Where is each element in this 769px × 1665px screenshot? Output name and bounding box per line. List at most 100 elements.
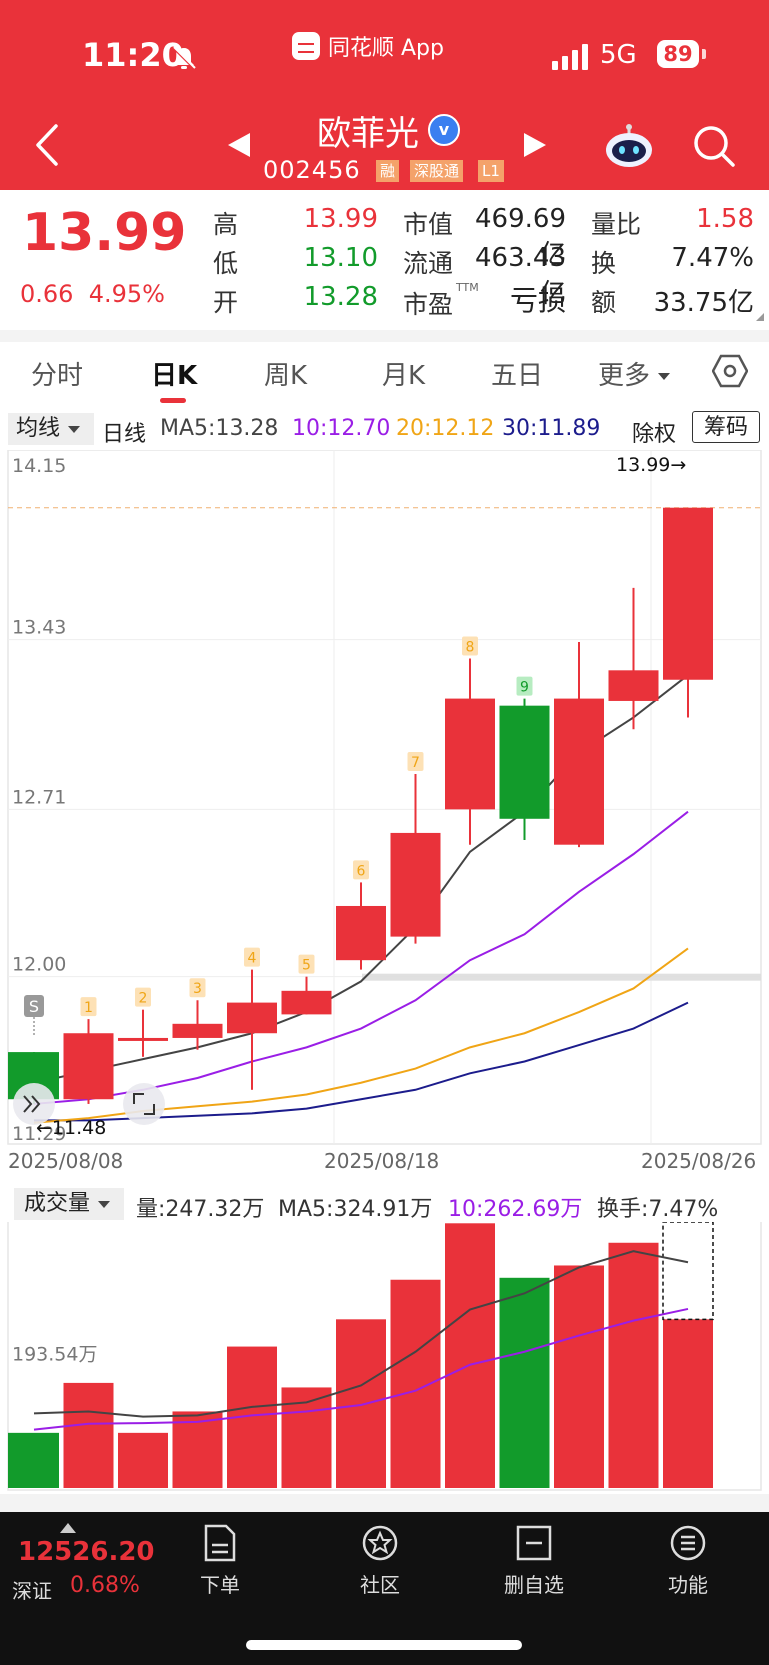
nav-order-button[interactable]: 下单 bbox=[180, 1523, 260, 1598]
volume-indicator-dropdown[interactable]: 成交量 bbox=[14, 1188, 124, 1220]
app-name-text: 同花顺 App bbox=[328, 36, 444, 61]
tab-weekly-k[interactable]: 周K bbox=[264, 361, 308, 391]
volume-bar bbox=[336, 1319, 386, 1488]
nav-remove-watchlist-button[interactable]: 删自选 bbox=[494, 1523, 574, 1598]
float-value: 463.43亿 bbox=[475, 243, 566, 309]
nav-order-label: 下单 bbox=[200, 1573, 240, 1597]
volume-bar bbox=[63, 1382, 114, 1488]
sequence-number: 4 bbox=[248, 951, 257, 967]
sequence-number: 2 bbox=[139, 991, 148, 1007]
tag-level: L1 bbox=[478, 160, 504, 182]
remove-watchlist-icon bbox=[516, 1525, 552, 1561]
sequence-number: 9 bbox=[520, 680, 529, 696]
volume-bar bbox=[8, 1432, 59, 1488]
app-logo-icon bbox=[292, 32, 320, 60]
network-type: 5G bbox=[600, 40, 637, 70]
signal-badge bbox=[24, 995, 44, 1017]
expand-corner-icon[interactable] bbox=[756, 313, 764, 321]
tag-margin: 融 bbox=[376, 160, 400, 182]
stock-name: 欧菲光 bbox=[317, 114, 419, 154]
bottom-toolbar bbox=[0, 1512, 769, 1665]
home-indicator[interactable] bbox=[246, 1640, 522, 1650]
candle-body bbox=[445, 698, 495, 810]
candle-body bbox=[336, 905, 386, 961]
projected-volume-outline bbox=[662, 1222, 714, 1321]
candle-body bbox=[281, 990, 332, 1015]
signal-letter: S bbox=[29, 997, 39, 1016]
stock-header: 11:20 同花顺 App 5G 89 欧菲光 v 002456 融 深股通 L… bbox=[0, 0, 769, 190]
nav-community-button[interactable]: 社区 bbox=[340, 1523, 420, 1598]
candle-body bbox=[63, 1033, 114, 1100]
ma10-value: 10:12.70 bbox=[292, 416, 391, 441]
candle-body bbox=[390, 832, 441, 937]
tab-more[interactable]: 更多 bbox=[598, 355, 671, 392]
section-divider bbox=[0, 1494, 769, 1512]
pe-value: 亏损 bbox=[509, 284, 566, 317]
turnover-value: 7.47% bbox=[671, 243, 754, 273]
sequence-badge bbox=[244, 947, 260, 967]
chips-button[interactable]: 筹码 bbox=[692, 411, 760, 443]
indicator-dropdown[interactable]: 均线 bbox=[8, 413, 94, 445]
fuquan-toggle[interactable]: 除权 bbox=[632, 422, 677, 447]
volume-bar bbox=[390, 1279, 441, 1488]
current-price: 13.99 bbox=[22, 203, 187, 263]
tab-more-label: 更多 bbox=[598, 361, 651, 391]
indicator-dropdown-label: 均线 bbox=[16, 416, 61, 441]
status-time: 11:20 bbox=[82, 36, 184, 74]
volume-frame bbox=[7, 1222, 762, 1491]
volume-ma5-line bbox=[33, 1250, 689, 1418]
tab-daily-k[interactable]: 日K bbox=[151, 361, 198, 391]
index-value[interactable]: 12526.20 bbox=[18, 1537, 155, 1567]
volume-bar bbox=[172, 1411, 223, 1488]
pe-label: 市盈 bbox=[403, 290, 454, 319]
chevron-down-icon bbox=[68, 425, 81, 433]
x-tick-end: 2025/08/26 bbox=[641, 1149, 757, 1173]
high-value: 13.99 bbox=[303, 204, 378, 234]
volume-y-tick: 193.54万 bbox=[12, 1343, 97, 1365]
tab-five-day[interactable]: 五日 bbox=[491, 361, 544, 391]
nav-community-label: 社区 bbox=[360, 1573, 400, 1597]
x-tick-middle: 2025/08/18 bbox=[324, 1149, 440, 1173]
volratio-label: 量比 bbox=[591, 210, 642, 239]
verified-icon: v bbox=[428, 114, 460, 146]
sequence-number: 8 bbox=[466, 640, 475, 656]
nav-functions-button[interactable]: 功能 bbox=[648, 1523, 728, 1598]
order-document-icon bbox=[204, 1524, 236, 1562]
kline-frame bbox=[7, 450, 762, 1145]
next-stock-icon[interactable] bbox=[524, 133, 546, 157]
tag-connect: 深股通 bbox=[410, 160, 464, 182]
stock-code: 002456 bbox=[263, 156, 361, 184]
active-tab-indicator bbox=[160, 398, 186, 403]
candle-body bbox=[172, 1023, 223, 1038]
ma20-value: 20:12.12 bbox=[396, 416, 495, 441]
settings-hexagon-icon[interactable] bbox=[712, 353, 748, 389]
amount-value: 33.75亿 bbox=[653, 288, 754, 318]
candle-body bbox=[227, 1002, 277, 1034]
sequence-badge bbox=[298, 954, 315, 974]
kline-chart[interactable]: 14.15 13.43 12.71 12.00 11.29 1 2 3 4 5 6 7 8 9 S 13.99… bbox=[0, 450, 769, 1146]
tab-monthly-k[interactable]: 月K bbox=[382, 361, 426, 391]
index-name: 深证 bbox=[12, 1579, 52, 1603]
volume-bar bbox=[499, 1277, 550, 1488]
index-up-arrow-icon bbox=[60, 1523, 76, 1533]
battery-tip bbox=[702, 49, 706, 59]
volume-value: 量:247.32万 bbox=[136, 1197, 265, 1222]
community-star-icon bbox=[362, 1525, 398, 1561]
volume-chart[interactable]: 193.54万 bbox=[0, 1222, 769, 1492]
candle-body bbox=[608, 670, 659, 701]
search-icon[interactable] bbox=[692, 124, 736, 168]
sequence-number: 1 bbox=[84, 1000, 93, 1016]
tab-intraday[interactable]: 分时 bbox=[31, 361, 84, 391]
section-divider bbox=[0, 330, 769, 342]
sequence-number: 5 bbox=[302, 958, 311, 974]
back-icon[interactable] bbox=[30, 120, 66, 170]
battery-icon: 89 bbox=[657, 40, 699, 68]
robot-assistant-icon[interactable] bbox=[604, 123, 654, 169]
volume-bar bbox=[663, 1319, 713, 1488]
period-label: 日线 bbox=[102, 422, 147, 447]
chevron-right-icon bbox=[31, 1095, 41, 1113]
float-label: 流通 bbox=[403, 249, 454, 278]
prev-stock-icon[interactable] bbox=[228, 133, 250, 157]
y-tick-label: 12.00 bbox=[12, 954, 66, 976]
sequence-badge bbox=[407, 752, 424, 772]
